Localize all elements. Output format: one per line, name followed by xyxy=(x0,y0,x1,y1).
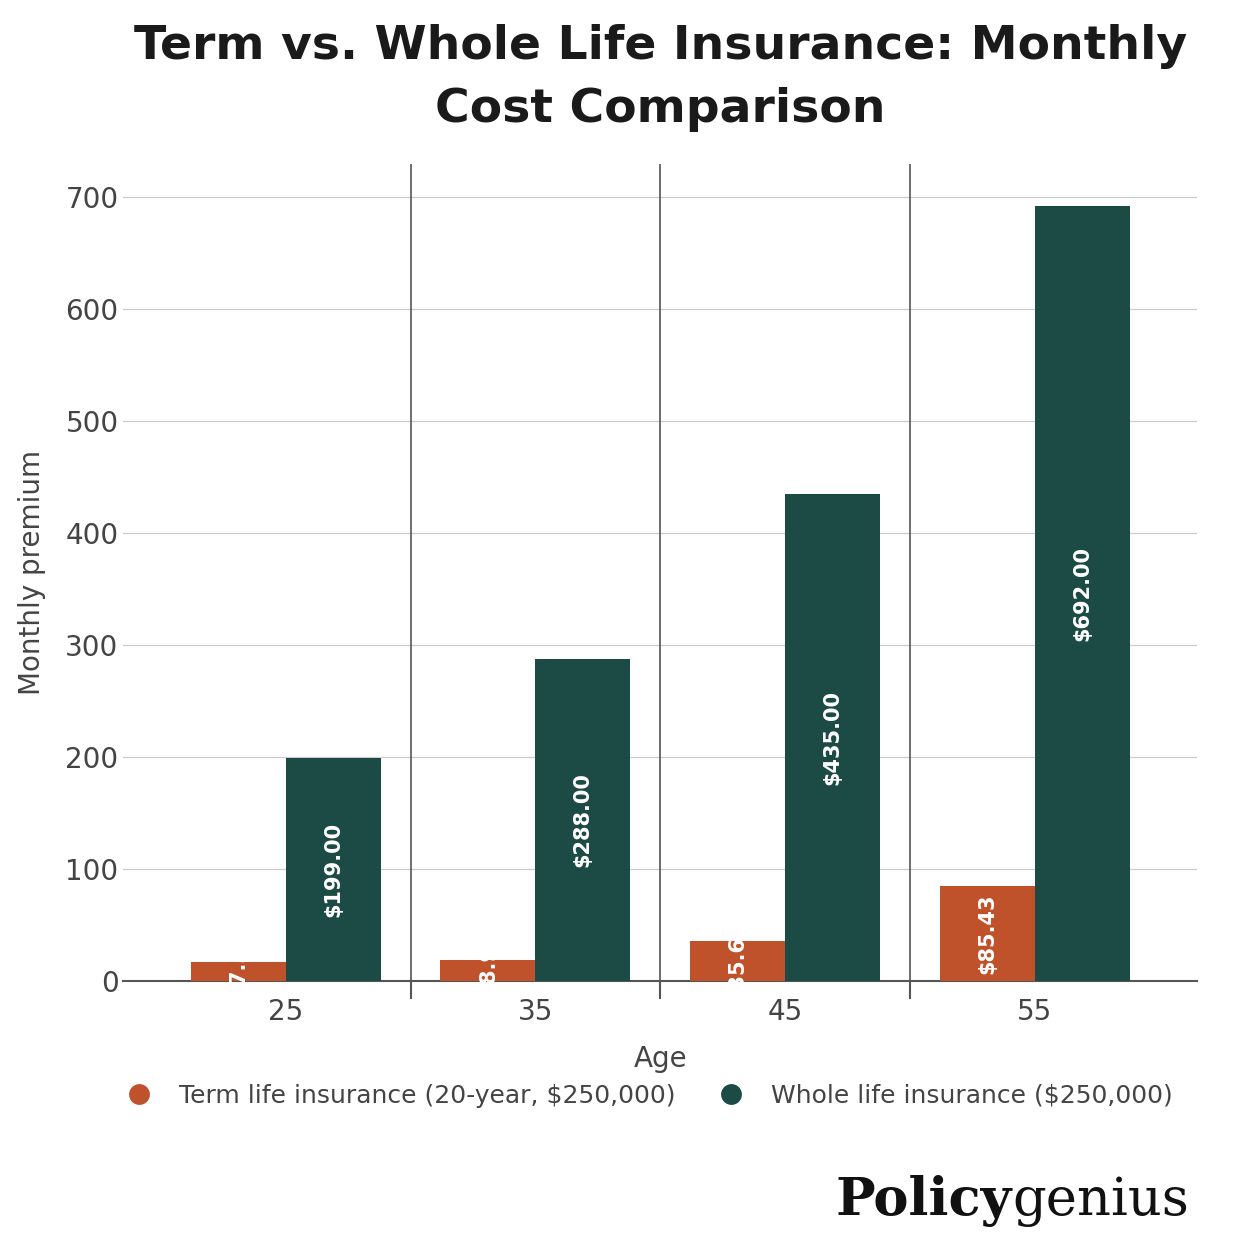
Bar xyxy=(690,941,785,981)
Y-axis label: Monthly premium: Monthly premium xyxy=(17,450,46,694)
Bar xyxy=(940,886,1034,981)
Bar xyxy=(191,962,286,981)
Bar xyxy=(785,494,880,981)
Bar xyxy=(1034,206,1129,981)
Text: $85.43: $85.43 xyxy=(977,893,997,974)
Title: Term vs. Whole Life Insurance: Monthly
Cost Comparison: Term vs. Whole Life Insurance: Monthly C… xyxy=(133,24,1187,132)
Bar xyxy=(286,759,380,981)
Bar xyxy=(536,659,631,981)
Text: $18.96: $18.96 xyxy=(478,931,497,1011)
X-axis label: Age: Age xyxy=(633,1045,687,1073)
Text: $288.00: $288.00 xyxy=(573,772,592,867)
Text: $692.00: $692.00 xyxy=(1072,546,1092,642)
Legend: Term life insurance (20-year, $250,000), Whole life insurance ($250,000): Term life insurance (20-year, $250,000),… xyxy=(115,1083,1172,1108)
Text: Policy: Policy xyxy=(835,1175,1012,1227)
Text: $435.00: $435.00 xyxy=(823,691,843,785)
Text: $35.69: $35.69 xyxy=(728,921,748,1001)
Text: genius: genius xyxy=(1012,1175,1188,1227)
Text: $199.00: $199.00 xyxy=(323,823,343,917)
Text: $17.30: $17.30 xyxy=(228,931,248,1011)
Bar xyxy=(441,960,536,981)
